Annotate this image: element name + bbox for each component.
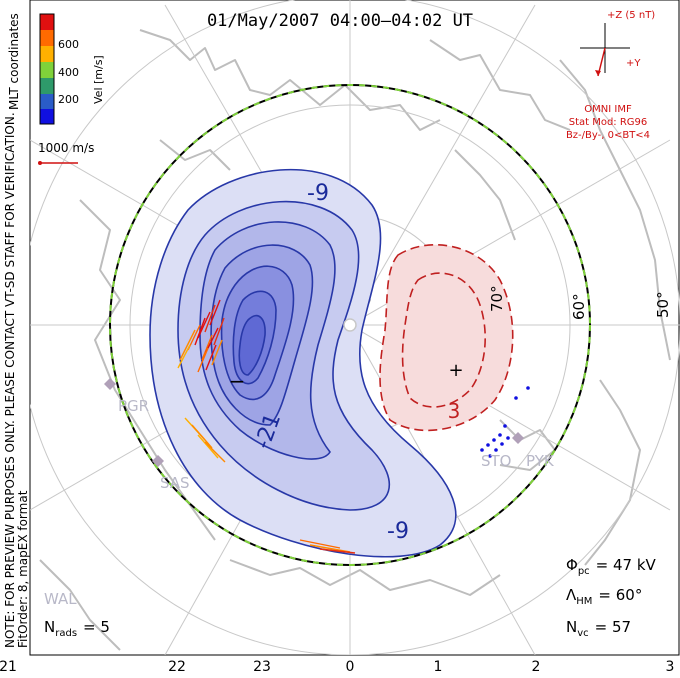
stat-phi-symbol: Φ [566, 556, 578, 574]
stat-nrads: Nrads = 5 [44, 618, 110, 639]
negative-potential-cell [149, 168, 457, 558]
stat-nrads-symbol: N [44, 618, 55, 636]
stat-nvc: Nvc = 57 [566, 618, 631, 639]
mlt-tick-1: 1 [434, 659, 443, 674]
imf-condition: Bz-/By-, 0<BT<4 [566, 130, 650, 141]
lat-label-70: 70° [488, 285, 506, 312]
fit-order-note: FitOrder: 8, mapEX format [16, 490, 30, 648]
stat-nvc-value: = 57 [595, 618, 631, 636]
imf-clock [580, 23, 630, 77]
scale-vector-label: 1000 m/s [38, 141, 94, 155]
colorbar-tick-400: 400 [58, 66, 79, 79]
imf-z-label: +Z (5 nT) [607, 10, 655, 21]
stat-lambda-value: = 60° [598, 586, 642, 604]
mlt-tick-23: 23 [253, 659, 271, 674]
svg-text:ΛHM= 60°: ΛHM = 60° [566, 586, 642, 607]
stat-lambda-sub: HM [576, 596, 592, 607]
positive-potential-cell [379, 244, 514, 432]
hm-boundary-dash [109, 84, 591, 566]
contour-label-neg-top: -9 [307, 181, 329, 206]
contour-label-pos: 3 [448, 399, 461, 423]
stat-phi-sub: pc [578, 566, 590, 577]
station-pyk: PYK [526, 452, 555, 470]
imf-model: Stat Mod: RG96 [569, 117, 648, 128]
stat-phi: Φpc = 47 kV [566, 556, 657, 577]
stat-lambda-symbol: Λ [566, 586, 577, 604]
svg-text:Nrads= 5: Nrads = 5 [44, 618, 110, 639]
stat-nvc-sub: vc [577, 628, 588, 639]
mlt-tick-0: 0 [346, 659, 355, 674]
potential-min-marker: − [229, 369, 246, 393]
map-title: 01/May/2007 04:00–04:02 UT [207, 11, 473, 31]
potential-max-marker: + [448, 360, 463, 381]
station-pgr: PGR [118, 397, 149, 415]
stat-phi-value: = 47 kV [596, 556, 657, 574]
mlt-tick-3: 3 [666, 659, 675, 674]
imf-source: OMNI IMF [584, 104, 632, 115]
scale-vector [38, 161, 78, 165]
stat-nvc-symbol: N [566, 618, 577, 636]
pole-marker [343, 318, 357, 332]
velocity-vectors [177, 299, 356, 554]
mlt-tick-22: 22 [168, 659, 186, 674]
colorbar [39, 13, 55, 125]
station-sto: STO [481, 452, 512, 470]
station-wal: WAL [44, 590, 77, 608]
imf-y-label: +Y [626, 58, 641, 69]
stat-nrads-value: = 5 [83, 618, 110, 636]
preview-note: NOTE: FOR PREVIEW PURPOSES ONLY. PLEASE … [3, 112, 17, 648]
svg-text:Nvc= 57: Nvc = 57 [566, 618, 631, 639]
mlt-axis: 21 22 23 0 1 2 3 [0, 659, 675, 675]
colorbar-label: Vel [m/s] [92, 55, 105, 104]
colorbar-tick-200: 200 [58, 93, 79, 106]
velocity-dots [480, 386, 530, 458]
coords-label: MLT coordinates [7, 13, 21, 110]
mlt-tick-21: 21 [0, 659, 17, 674]
lat-label-60: 60° [570, 293, 588, 320]
colorbar-tick-600: 600 [58, 38, 79, 51]
station-markers [104, 378, 524, 467]
station-sas: SAS [160, 474, 190, 492]
lat-label-50: 50° [654, 291, 672, 318]
stat-lambda: ΛHM = 60° [566, 586, 642, 607]
stat-nrads-sub: rads [55, 628, 77, 639]
contour-label-neg-bottom: -9 [387, 519, 409, 544]
mlt-tick-2: 2 [532, 659, 541, 674]
svg-text:Φpc= 47 kV: Φpc = 47 kV [566, 556, 657, 577]
